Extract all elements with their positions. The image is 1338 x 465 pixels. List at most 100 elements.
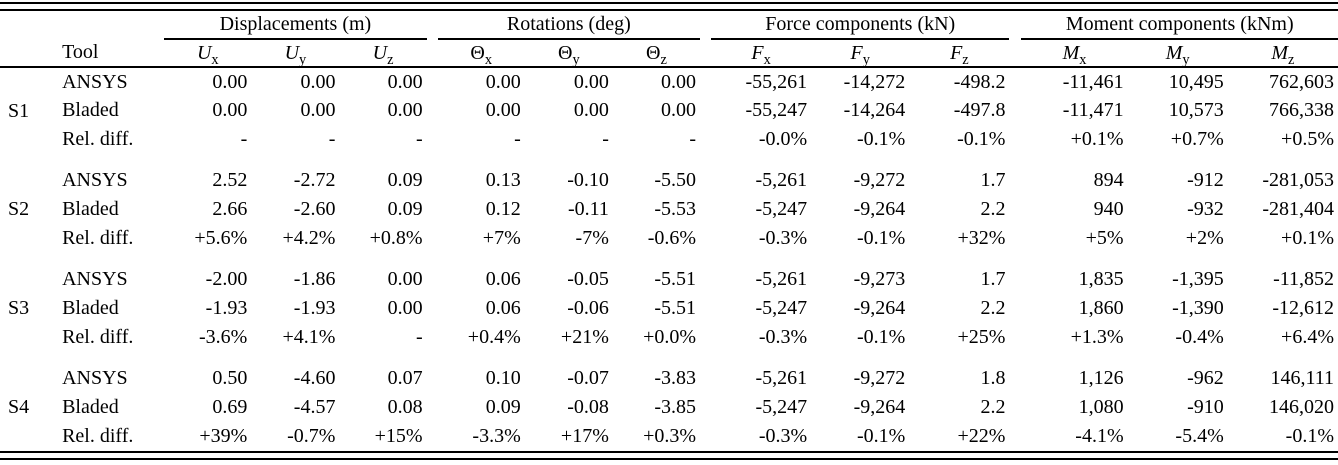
value-cell: -0.1%: [957, 128, 1006, 150]
value-cell: -: [514, 128, 521, 150]
group-gap: [700, 11, 711, 39]
value-cell: -0.10: [567, 169, 609, 191]
tool-cell: Rel. diff.: [62, 425, 134, 447]
value-cell: +0.0%: [643, 326, 697, 348]
column-symbol-Fx: Fx: [711, 39, 812, 68]
value-cell: 2.2: [980, 297, 1006, 319]
value-cell: +21%: [560, 326, 609, 348]
table-row: S4 ANSYS 0.50 -4.60 0.07 0.10 -0.07 -3.83 -5,261…: [0, 364, 1338, 418]
value-cell: -1.86: [293, 268, 336, 290]
value-cell: -3.3%: [472, 425, 521, 447]
value-cell: -9,264: [853, 396, 906, 418]
value-cell: -0.1%: [1285, 425, 1334, 447]
group-gap: [1009, 364, 1021, 393]
value-cell: +0.8%: [369, 227, 423, 249]
value-cell: 0.00: [212, 70, 248, 93]
group-gap: [427, 195, 438, 224]
group-gap: [1009, 294, 1021, 323]
symbol-subscript: y: [299, 51, 307, 68]
value-cell: -1.93: [293, 297, 336, 319]
symbol-subscript: x: [484, 51, 493, 68]
value-cell: -1,390: [1172, 297, 1224, 319]
value-cell: -3.6%: [199, 326, 248, 348]
group-gap: [1009, 39, 1022, 68]
value-cell: -0.4%: [1175, 326, 1224, 348]
group-gap: [427, 294, 438, 323]
tool-cell: ANSYS: [62, 169, 128, 191]
table-row: Bladed 0.00 0.00 0.00 0.00 0.00 0.00 -55,247 -14…: [0, 96, 1338, 125]
table-header: Displacements (m) Rotations (deg) Force …: [0, 11, 1338, 68]
value-cell: +0.3%: [643, 425, 697, 447]
value-cell: -11,852: [1273, 268, 1334, 290]
value-cell: -4.1%: [1075, 425, 1124, 447]
group-gap: [1009, 67, 1021, 96]
value-cell: +7%: [482, 227, 521, 249]
value-cell: 146,020: [1269, 396, 1334, 418]
value-cell: 1,080: [1078, 396, 1124, 418]
symbol-base: Θ: [646, 41, 661, 64]
group-gap: [1009, 166, 1021, 195]
value-cell: +0.4%: [467, 326, 521, 348]
tool-cell: ANSYS: [62, 367, 128, 389]
tool-cell: ANSYS: [62, 268, 128, 290]
value-cell: 0.69: [212, 396, 248, 418]
value-cell: 0.09: [387, 169, 423, 191]
value-cell: -3.85: [654, 396, 697, 418]
section-label: S4: [8, 396, 30, 418]
value-cell: -5.4%: [1175, 425, 1224, 447]
value-cell: -5.50: [654, 169, 697, 191]
value-cell: +2%: [1185, 227, 1224, 249]
value-cell: +1.3%: [1070, 326, 1124, 348]
symbol-base: U: [196, 41, 212, 64]
symbol-subscript: y: [862, 51, 870, 68]
value-cell: 0.50: [212, 367, 248, 389]
group-gap: [427, 224, 438, 253]
symbol-base: Θ: [470, 41, 485, 64]
value-cell: -9,264: [853, 297, 906, 319]
corner-spacer: [0, 11, 164, 39]
value-cell: -11,471: [1062, 99, 1124, 121]
value-cell: 1.8: [980, 367, 1006, 389]
value-cell: -5,261: [755, 268, 808, 290]
symbol-subscript: x: [211, 51, 219, 68]
value-cell: -0.3%: [758, 227, 808, 249]
group-gap: [427, 125, 438, 154]
value-cell: -11,461: [1062, 70, 1124, 93]
value-cell: 894: [1093, 169, 1124, 191]
value-cell: 0.00: [661, 99, 697, 121]
symbol-base: F: [850, 41, 863, 64]
value-cell: 0.06: [485, 268, 521, 290]
section-gap: [0, 253, 1338, 265]
value-cell: -1.93: [205, 297, 248, 319]
group-gap: [1009, 323, 1021, 352]
value-cell: 0.00: [387, 268, 423, 290]
value-cell: +6.4%: [1281, 326, 1334, 348]
table-row: Rel. diff. - - - - - - -0.0% -0.1% -0.1% +0.1% +0.7…: [0, 125, 1338, 154]
table-row: S3 ANSYS -2.00 -1.86 0.00 0.06 -0.05 -5.51 -5,26…: [0, 265, 1338, 319]
group-gap: [427, 323, 438, 352]
value-cell: -12,612: [1272, 297, 1334, 319]
value-cell: 0.00: [573, 99, 609, 121]
symbol-subscript: z: [660, 51, 667, 68]
tool-cell: Bladed: [62, 297, 119, 319]
value-cell: -5,247: [755, 198, 808, 220]
value-cell: -9,272: [853, 367, 906, 389]
group-header-row: Displacements (m) Rotations (deg) Force …: [0, 11, 1338, 40]
group-gap: [426, 39, 438, 68]
value-cell: -2.60: [293, 198, 336, 220]
group-header-displacements: Displacements (m): [164, 11, 427, 40]
section-gap: [0, 352, 1338, 364]
value-cell: -497.8: [953, 99, 1006, 121]
table-row: Bladed 0.69 -4.57 0.08 0.09 -0.08 -3.85 -5,247 -…: [0, 393, 1338, 422]
value-cell: +25%: [957, 326, 1006, 348]
value-cell: 10,573: [1168, 99, 1224, 121]
value-cell: -5,261: [755, 169, 808, 191]
value-cell: 2.52: [212, 169, 248, 191]
value-cell: 0.06: [485, 297, 521, 319]
value-cell: 0.10: [485, 367, 521, 389]
group-gap: [700, 265, 711, 294]
value-cell: -14,264: [843, 99, 906, 121]
value-cell: +0.5%: [1281, 128, 1334, 150]
value-cell: -: [328, 128, 336, 150]
value-cell: -: [240, 128, 248, 150]
